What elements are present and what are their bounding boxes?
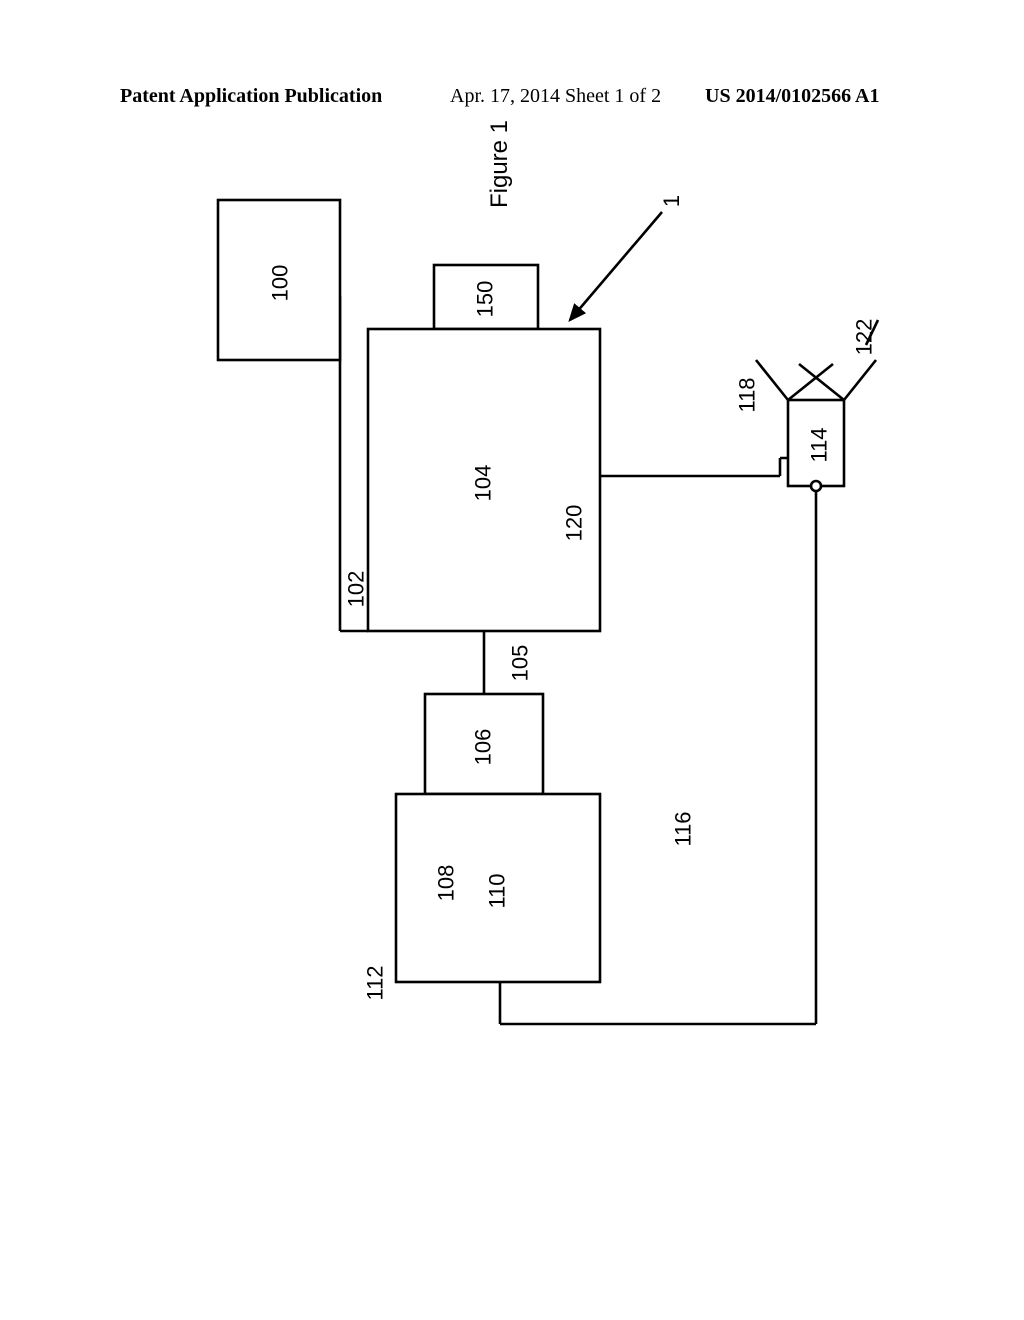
label-114: 114 xyxy=(807,427,833,462)
header-right: US 2014/0102566 A1 xyxy=(705,85,879,108)
system-label: 1 xyxy=(659,195,685,207)
figure-title: Figure 1 xyxy=(486,120,514,208)
label-106: 106 xyxy=(470,729,496,766)
figure-container: Figure 1 1 100 150 104 106 110 114 102 1… xyxy=(120,170,910,1190)
label-116: 116 xyxy=(671,811,697,846)
label-110: 110 xyxy=(485,873,511,908)
label-100: 100 xyxy=(267,265,293,302)
label-105: 105 xyxy=(507,645,533,682)
system-arrow xyxy=(570,212,662,320)
connection-line xyxy=(788,364,833,400)
label-108: 108 xyxy=(433,865,459,902)
connection-line xyxy=(756,360,788,400)
header-left: Patent Application Publication xyxy=(120,85,382,108)
valve-dot xyxy=(811,481,821,491)
connection-line xyxy=(799,364,844,400)
label-104: 104 xyxy=(470,465,496,502)
system-pointer xyxy=(570,212,662,320)
header-center: Apr. 17, 2014 Sheet 1 of 2 xyxy=(450,85,661,108)
label-112: 112 xyxy=(363,965,389,1000)
label-120: 120 xyxy=(561,505,587,542)
connection-line xyxy=(844,360,876,400)
label-150: 150 xyxy=(472,281,498,318)
label-122: 122 xyxy=(851,319,877,356)
label-118: 118 xyxy=(735,377,761,412)
label-102: 102 xyxy=(343,571,369,608)
component-boxes xyxy=(218,200,844,982)
